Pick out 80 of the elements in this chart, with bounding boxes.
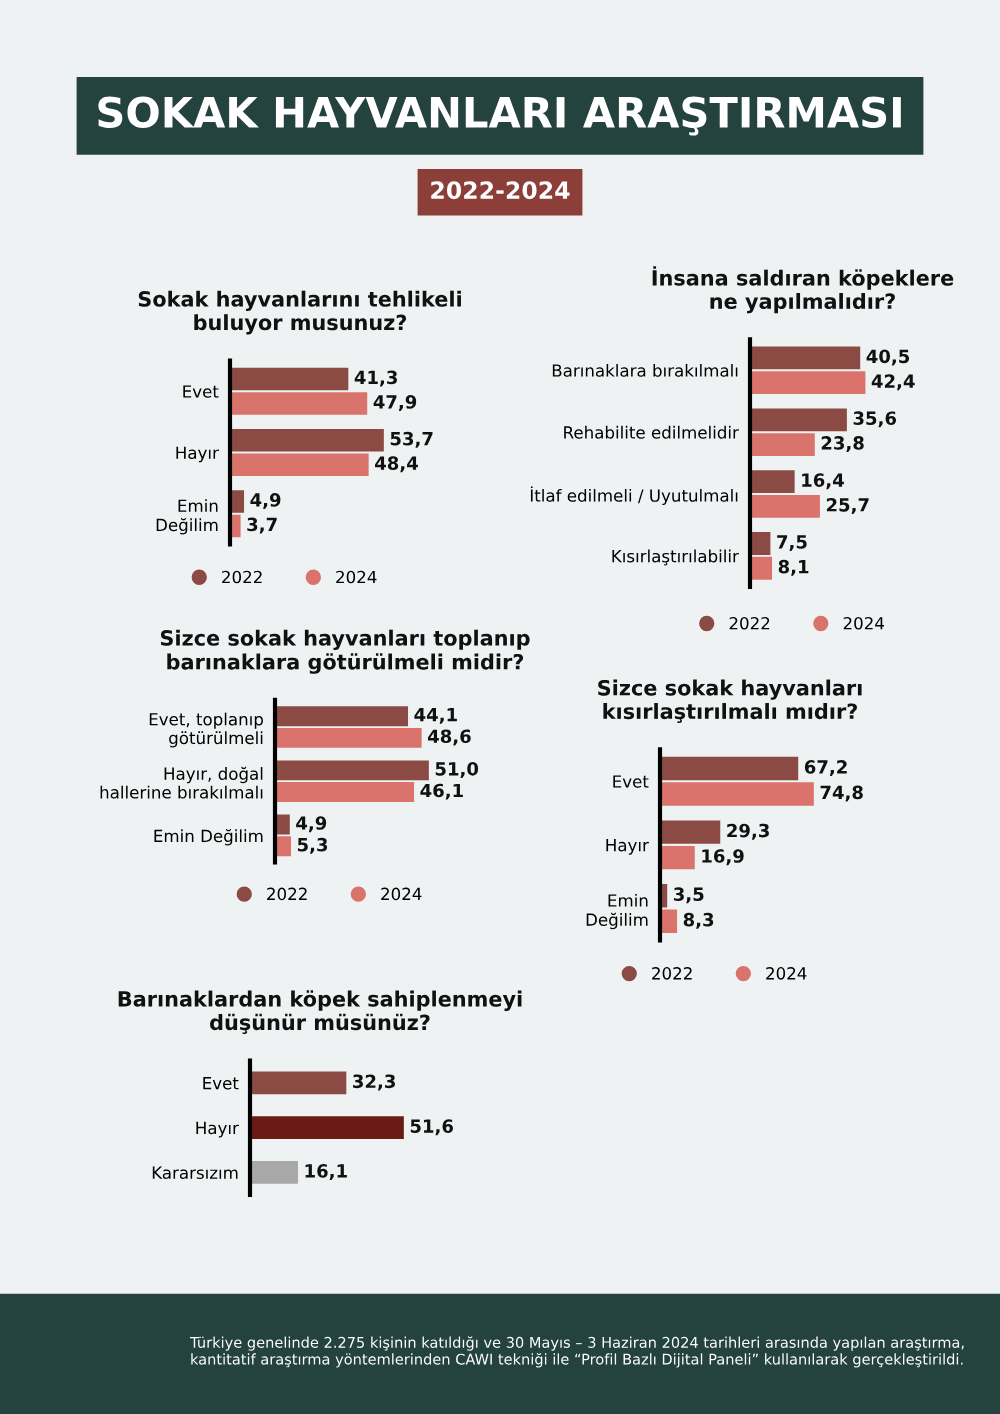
data-label: 5,3 — [297, 837, 328, 854]
bar — [750, 433, 815, 456]
bar — [750, 556, 773, 580]
y-tick-label: Emin Değilim — [156, 499, 218, 535]
legend-label: 2024 — [766, 967, 807, 980]
bar — [750, 470, 795, 494]
bar — [275, 760, 429, 781]
data-label: 35,6 — [853, 411, 897, 428]
data-label: 51,6 — [410, 1119, 453, 1136]
data-label: 48,4 — [375, 456, 418, 473]
data-label: 42,4 — [871, 374, 915, 391]
data-label: 46,1 — [420, 783, 463, 800]
y-tick-label: Hayır — [606, 839, 649, 855]
bar — [275, 706, 409, 727]
data-label: 4,9 — [296, 816, 327, 833]
y-tick-label: Evet — [613, 775, 649, 788]
y-tick-label: Evet — [203, 1077, 239, 1090]
data-label: 53,7 — [390, 431, 433, 448]
bar — [750, 408, 847, 432]
data-label: 32,3 — [353, 1074, 395, 1091]
data-label: 29,3 — [727, 823, 769, 840]
bar — [230, 428, 384, 452]
data-label: 44,1 — [414, 708, 457, 724]
data-label: 16,4 — [802, 473, 844, 490]
bar — [750, 495, 820, 518]
bar — [230, 453, 369, 477]
legend-label: 2022 — [729, 616, 770, 630]
legend-label: 2024 — [843, 616, 884, 630]
data-label: 8,1 — [778, 559, 809, 576]
bar — [230, 392, 368, 415]
chart-title: Sizce sokak hayvanları kısırlaştırılmalı mıdır? — [598, 679, 862, 723]
bar — [750, 371, 866, 395]
text: Türkiye genelinde 2.275 kişinin katıldığı ve 30 Mayıs – 3 Haziran 2024 tarihleri arasında yapılan araştırma, kantitatif araştırma yöntemlerinden CAWI tekniği ile “Profil Bazlı Dijital Paneli” kullanılarak gerçekleştirildi. — [189, 1336, 964, 1368]
y-tick-label: Evet, toplanıp götürülmeli — [149, 712, 263, 748]
data-label: 47,9 — [373, 395, 417, 412]
data-label: 41,3 — [354, 370, 397, 387]
bar — [660, 756, 799, 781]
y-tick-label: Kısırlaştırılabilir — [612, 549, 739, 566]
data-label: 4,9 — [250, 493, 281, 510]
legend-label: 2022 — [267, 887, 307, 901]
data-label: 67,2 — [804, 760, 847, 777]
y-tick-label: Hayır, doğal hallerine bırakılmalı — [100, 766, 263, 799]
y-tick-label: Kararsızım — [152, 1166, 238, 1180]
chart-title: Sokak hayvanlarını tehlikeli buluyor musunuz? — [138, 290, 461, 335]
y-tick-label: Emin Değilim — [154, 828, 263, 846]
bar — [660, 820, 721, 844]
data-label: 16,9 — [702, 849, 744, 866]
data-label: 23,8 — [821, 436, 864, 453]
legend-label: 2024 — [381, 887, 422, 901]
data-label: 3,7 — [247, 517, 277, 534]
data-label: 25,7 — [826, 497, 869, 514]
y-tick-label: Barınaklara bırakılmalı — [552, 363, 738, 377]
y-tick-label: Emin Değilim — [586, 893, 648, 930]
data-label: 51,0 — [435, 761, 479, 778]
y-tick-label: Rehabilite edilmelidir — [564, 425, 739, 439]
bar — [660, 782, 814, 806]
data-label: 40,5 — [866, 349, 910, 366]
data-label: 7,5 — [777, 535, 807, 552]
y-tick-label: Hayır — [196, 1121, 239, 1138]
bar — [660, 845, 695, 870]
bar — [275, 782, 415, 803]
y-tick-label: Evet — [183, 385, 219, 398]
data-label: 3,5 — [673, 887, 704, 904]
data-label: 8,3 — [683, 912, 714, 929]
data-label: 48,6 — [427, 729, 471, 746]
chart-title: Barınaklardan köpek sahiplenmeyi düşünür müsünüz? — [118, 990, 522, 1035]
bar — [230, 367, 349, 391]
text: 2022-2024 — [431, 181, 570, 200]
legend-label: 2024 — [336, 570, 377, 584]
legend-label: 2022 — [222, 570, 262, 584]
data-label: 74,8 — [820, 785, 863, 802]
y-tick-label: Hayır — [176, 446, 219, 463]
bar — [750, 346, 861, 370]
y-tick-label: İtlaf edilmeli / Uyutulmalı — [530, 486, 738, 506]
bar — [275, 727, 422, 748]
chart-title: Sizce sokak hayvanları toplanıp barınaklara götürülmeli midir? — [160, 629, 530, 674]
legend-label: 2022 — [652, 967, 692, 980]
text: SOKAK HAYVANLARI ARAŞTIRMASI — [98, 96, 901, 136]
data-label: 16,1 — [305, 1164, 347, 1180]
chart-title: İnsana saldıran köpeklere ne yapılmalıdır? — [652, 266, 954, 314]
